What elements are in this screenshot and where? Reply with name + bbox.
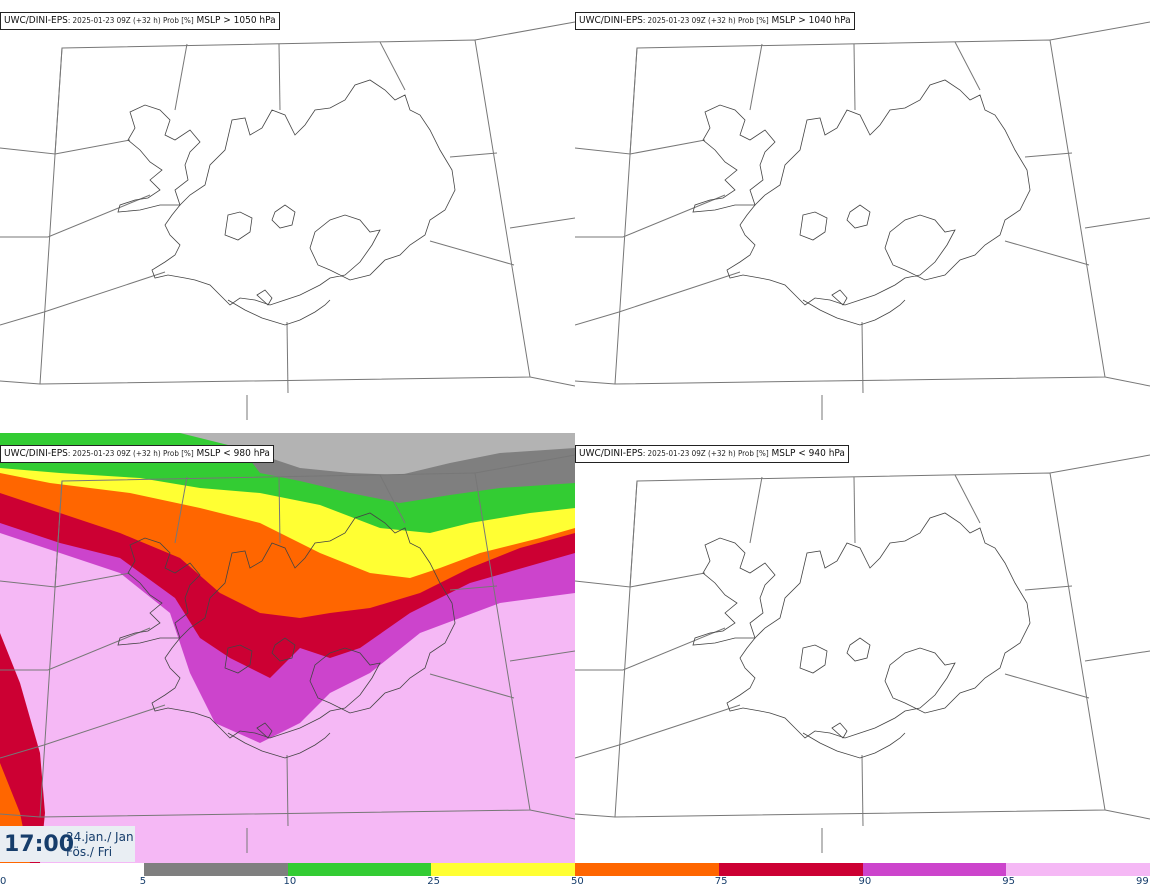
run-info: : 2025-01-23 09Z (+32 h) Prob [%] — [642, 16, 769, 25]
colorbar-tick-label: 0 — [0, 876, 7, 887]
colorbar-segment — [718, 863, 863, 876]
map-panel-mslp-1040: UWC/DINI-EPS: 2025-01-23 09Z (+32 h) Pro… — [575, 0, 1150, 430]
colorbar-tick-label: 25 — [427, 876, 440, 887]
run-info: : 2025-01-23 09Z (+32 h) Prob [%] — [67, 16, 194, 25]
panel-title: UWC/DINI-EPS: 2025-01-23 09Z (+32 h) Pro… — [0, 445, 274, 463]
panel-title: UWC/DINI-EPS: 2025-01-23 09Z (+32 h) Pro… — [0, 12, 280, 30]
colorbar-tick-label: 50 — [571, 876, 584, 887]
map-panel-mslp-980: UWC/DINI-EPS: 2025-01-23 09Z (+32 h) Pro… — [0, 433, 575, 863]
colorbar-tick-label: 90 — [858, 876, 872, 887]
colorbar-segment — [143, 863, 288, 876]
colorbar-segment — [1006, 863, 1150, 876]
model-name: UWC/DINI-EPS — [4, 448, 68, 459]
valid-date-line2: Fös./ Fri — [66, 845, 113, 859]
colorbar-segment — [287, 863, 432, 876]
run-info: : 2025-01-23 09Z (+32 h) Prob [%] — [67, 449, 194, 458]
colorbar-segment — [862, 863, 1007, 876]
map-panel-mslp-1050: UWC/DINI-EPS: 2025-01-23 09Z (+32 h) Pro… — [0, 0, 575, 430]
field-name: MSLP < 940 hPa — [771, 448, 845, 459]
colorbar-segment — [0, 863, 144, 876]
colorbar-tick-label: 99 — [1136, 876, 1149, 887]
field-name: MSLP > 1050 hPa — [196, 15, 276, 26]
colorbar-tick-label: 5 — [139, 876, 147, 887]
valid-time: 17:00 — [4, 832, 75, 857]
field-name: MSLP > 1040 hPa — [771, 15, 851, 26]
map-canvas — [0, 21, 575, 421]
colorbar-legend: 0 5 10 25 50 75 90 95 99 — [0, 862, 1150, 891]
run-info: : 2025-01-23 09Z (+32 h) Prob [%] — [642, 449, 769, 458]
model-name: UWC/DINI-EPS — [579, 448, 643, 459]
panel-title: UWC/DINI-EPS: 2025-01-23 09Z (+32 h) Pro… — [575, 12, 855, 30]
map-canvas — [575, 21, 1150, 421]
field-name: MSLP < 980 hPa — [196, 448, 270, 459]
valid-time-box: 17:00 24.jan./ Jan Fös./ Fri — [0, 826, 135, 862]
valid-date: 24.jan./ Jan Fös./ Fri — [66, 830, 134, 860]
colorbar-segment — [431, 863, 575, 876]
colorbar-tick-label: 75 — [714, 876, 728, 887]
colorbar-segment — [575, 863, 719, 876]
map-canvas — [0, 433, 575, 863]
colorbar-tick-label: 10 — [283, 876, 297, 887]
colorbar-tick-label: 95 — [1002, 876, 1015, 887]
model-name: UWC/DINI-EPS — [4, 15, 68, 26]
panel-title: UWC/DINI-EPS: 2025-01-23 09Z (+32 h) Pro… — [575, 445, 849, 463]
prob-band-5 — [180, 433, 575, 475]
map-canvas — [575, 454, 1150, 854]
map-panel-mslp-940: UWC/DINI-EPS: 2025-01-23 09Z (+32 h) Pro… — [575, 433, 1150, 863]
valid-date-line1: 24.jan./ Jan — [66, 830, 134, 844]
model-name: UWC/DINI-EPS — [579, 15, 643, 26]
